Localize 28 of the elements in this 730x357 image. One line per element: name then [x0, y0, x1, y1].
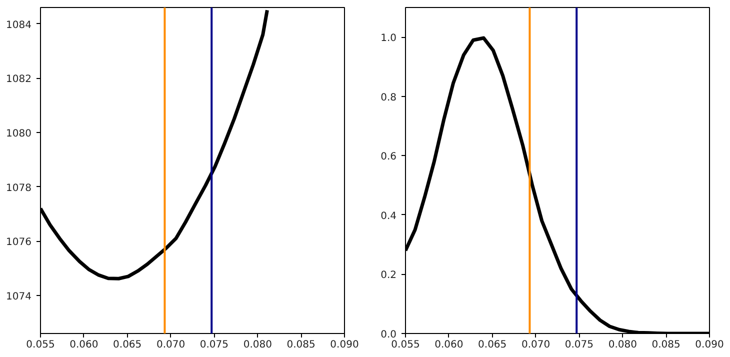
x-tick-label: 0.070 [521, 340, 550, 350]
x-tick-label: 0.085 [652, 340, 680, 350]
x-tick-label: 0.060 [434, 340, 464, 350]
y-tick-label: 1076 [6, 237, 32, 248]
x-tick-label: 0.060 [70, 340, 98, 350]
x-tick-label: 0.075 [564, 340, 594, 350]
x-tick-label: 0.065 [478, 340, 507, 350]
y-tick-label: 0.6 [380, 152, 397, 163]
y-tick-label: 0.8 [380, 92, 397, 104]
y-tick-label: 1080 [6, 128, 32, 140]
x-tick-label: 0.075 [200, 340, 229, 350]
x-tick-label: 0.055 [391, 340, 420, 350]
y-tick-label: 1082 [6, 74, 32, 86]
x-tick-label: 0.070 [156, 340, 186, 350]
x-tick-label: 0.080 [243, 340, 272, 350]
y-tick-label: 1084 [6, 20, 32, 31]
y-tick-label: 1078 [6, 182, 32, 194]
y-tick-label: 1074 [6, 291, 32, 302]
x-tick-label: 0.065 [113, 340, 142, 350]
y-tick-label: 0.4 [380, 210, 397, 222]
y-tick-label: 0.2 [380, 270, 397, 282]
x-tick-label: 0.055 [26, 340, 55, 350]
y-tick-label: 0.0 [380, 330, 397, 340]
x-tick-label: 0.090 [330, 340, 359, 350]
x-tick-label: 0.085 [286, 340, 316, 350]
y-tick-label: 1.0 [380, 33, 397, 44]
x-tick-label: 0.090 [695, 340, 724, 350]
x-tick-label: 0.080 [608, 340, 637, 350]
